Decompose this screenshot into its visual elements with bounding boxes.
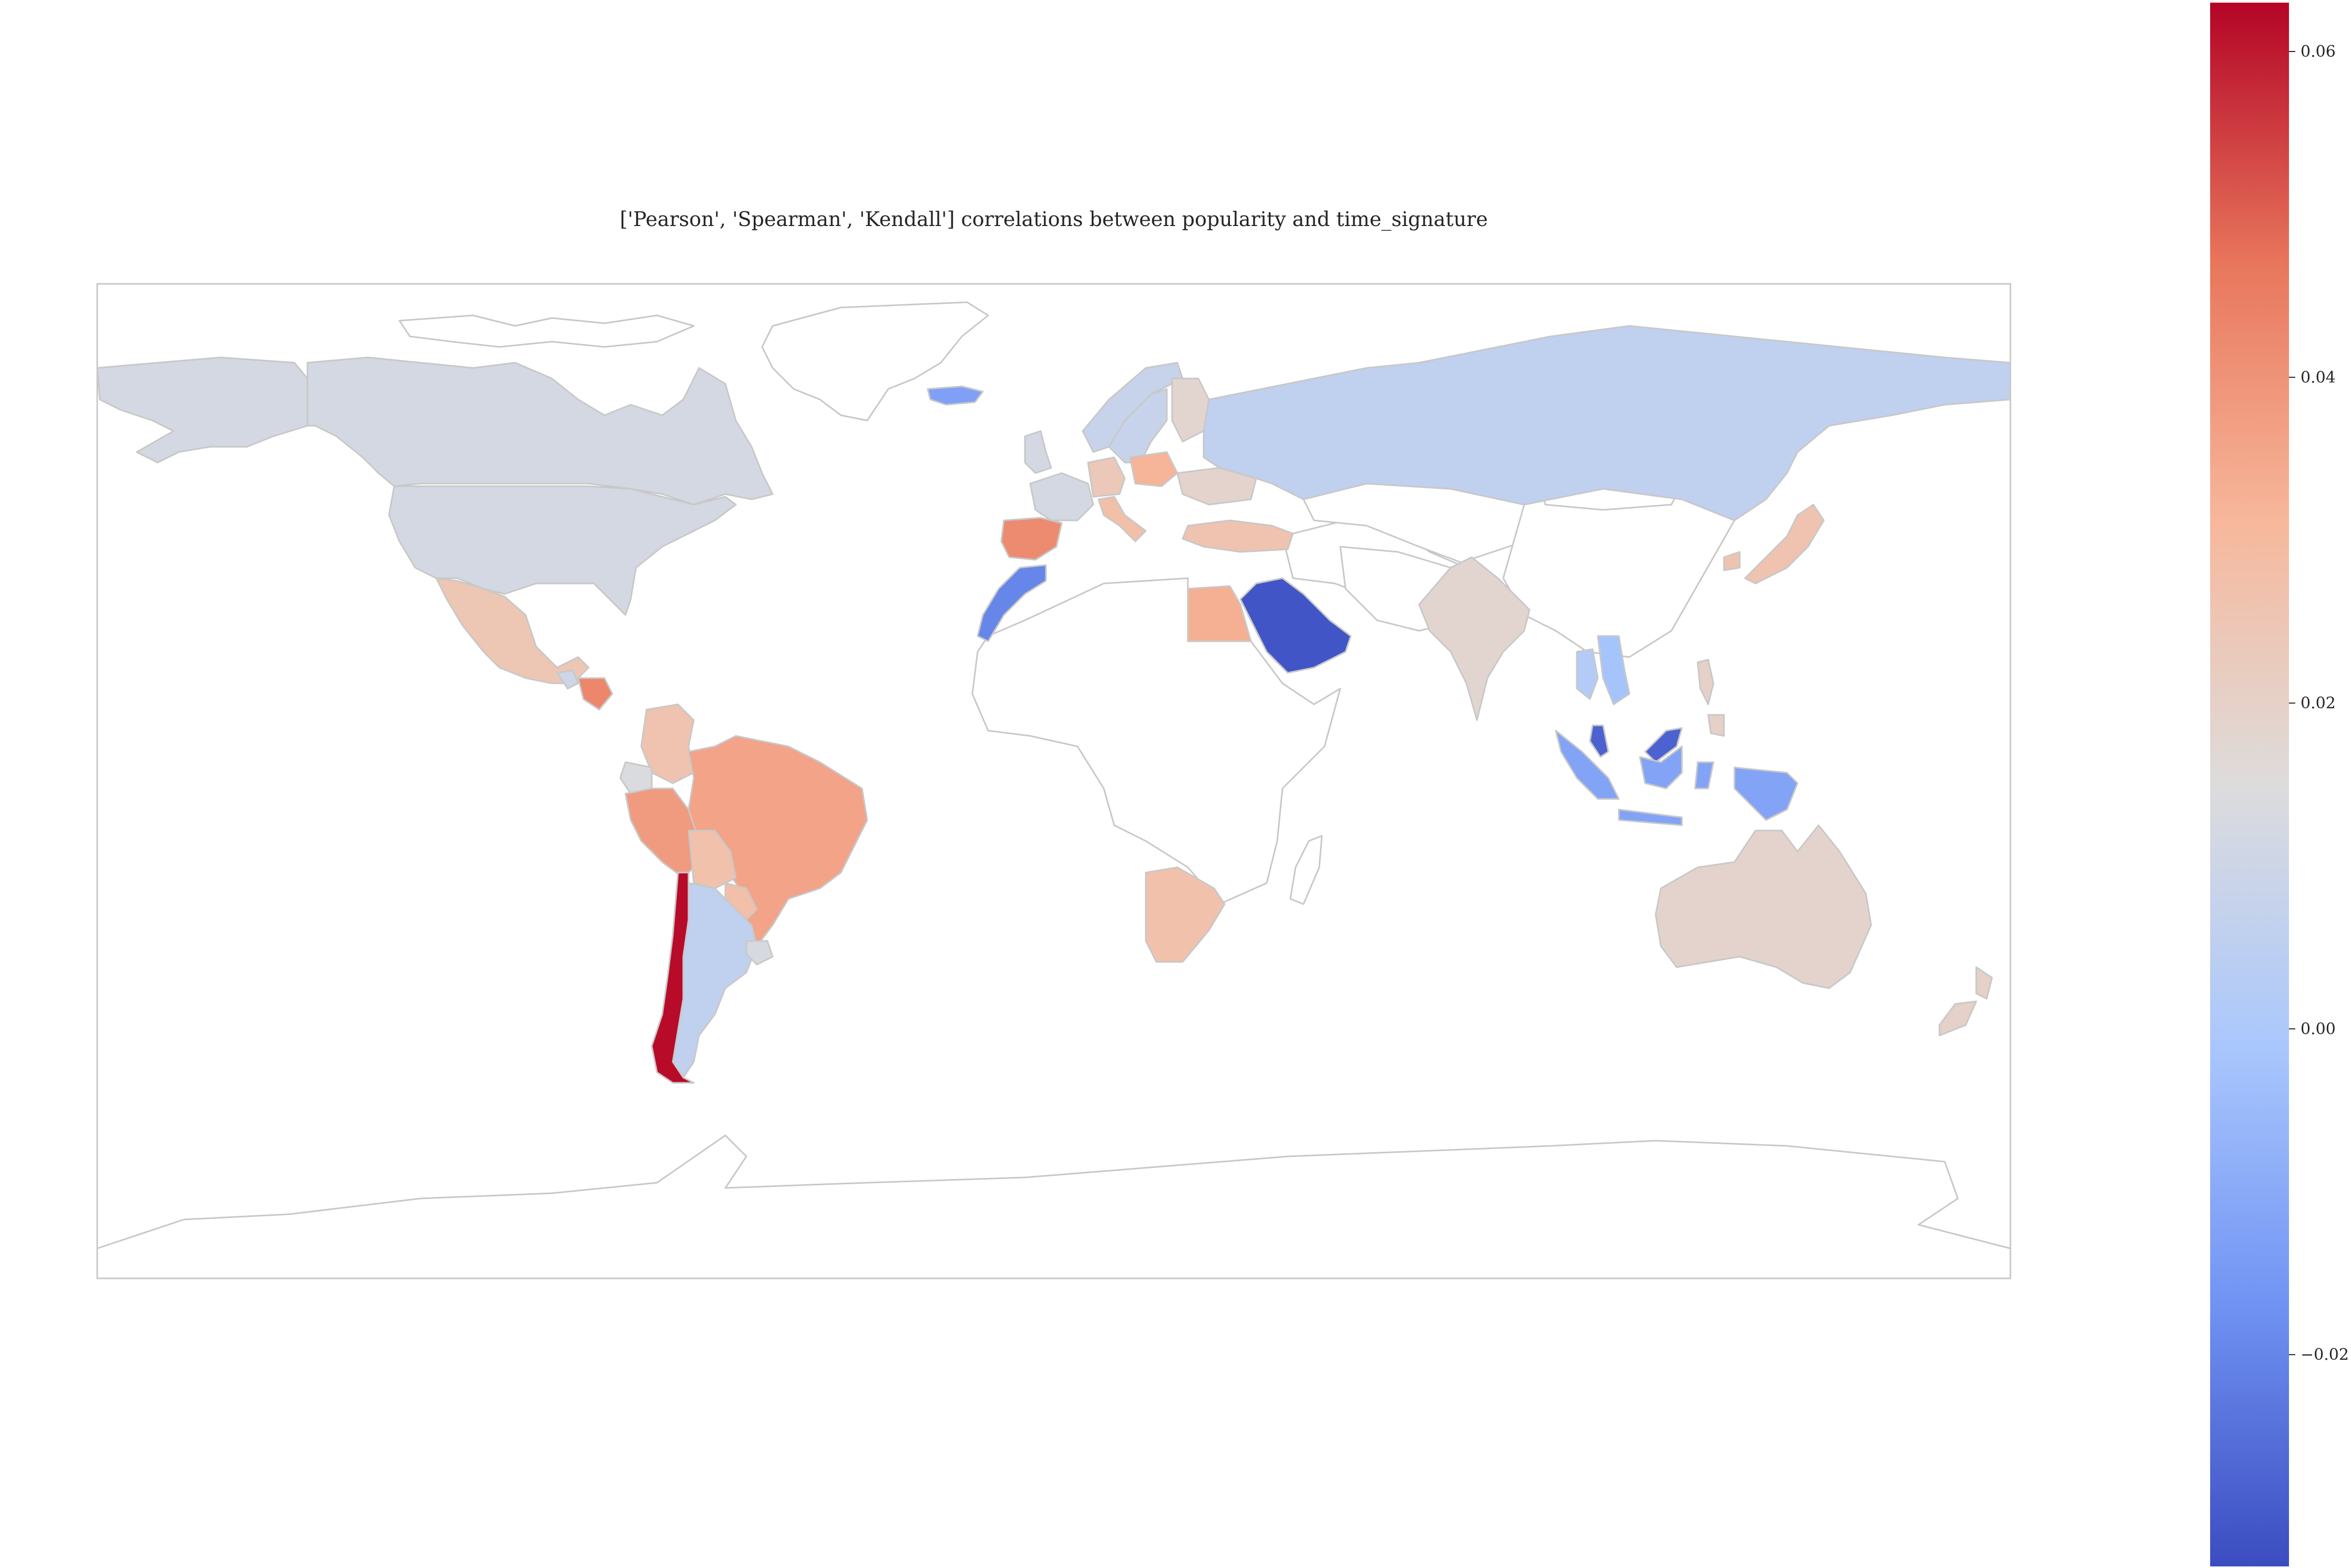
colorbar-tick-label: 0.04 [2301, 368, 2336, 387]
country-bolivia [687, 829, 737, 889]
country-saudi-arabia [1239, 577, 1352, 674]
country-alaska [96, 356, 309, 464]
country-mexico [435, 577, 590, 684]
country-iceland [927, 385, 984, 406]
no-data-land [96, 301, 2011, 1279]
country-egypt [1187, 585, 1252, 642]
data-countries [96, 325, 2011, 1084]
country-madagascar [1289, 835, 1323, 905]
colorbar-ticks: 0.06 0.04 0.02 0.00 −0.02 [2289, 43, 2349, 1364]
country-australia [1655, 824, 1872, 989]
country-uruguay [745, 940, 774, 966]
country-italy [1097, 496, 1147, 542]
country-spain [1000, 517, 1063, 561]
colorbar: 0.06 0.04 0.02 0.00 −0.02 [2210, 3, 2349, 1566]
country-greenland [761, 301, 989, 422]
country-philippines [1697, 659, 1725, 737]
country-sweden [1108, 388, 1168, 464]
country-canada [306, 356, 774, 506]
country-germany [1087, 456, 1126, 498]
country-antarctica [96, 1134, 2011, 1279]
country-china [1502, 488, 1736, 658]
country-south-africa [1145, 866, 1226, 963]
colorbar-tick-label: −0.02 [2301, 1346, 2349, 1364]
country-united-kingdom [1024, 430, 1052, 474]
country-morocco [977, 564, 1047, 642]
country-chile [651, 872, 695, 1084]
country-thailand [1576, 648, 1599, 700]
country-poland [1129, 451, 1178, 487]
colorbar-tick-label: 0.02 [2301, 694, 2336, 713]
country-france [1029, 472, 1094, 521]
colorbar-tick-label: 0.06 [2301, 43, 2336, 61]
colorbar-tick-label: 0.00 [2301, 1020, 2336, 1038]
country-guatemala [556, 669, 579, 690]
country-india [1418, 556, 1531, 721]
country-indonesia [1555, 730, 1799, 826]
country-norway [1082, 362, 1184, 453]
country-united-states [388, 485, 737, 616]
chart-title: ['Pearson', 'Spearman', 'Kendall'] corre… [620, 208, 1487, 231]
country-turkey [1182, 519, 1294, 553]
country-new-zealand [1938, 966, 1993, 1037]
country-japan [1723, 504, 1825, 585]
country-russia [1203, 325, 2011, 521]
country-vietnam [1597, 635, 1630, 705]
colorbar-rect [2210, 3, 2289, 1566]
country-arctic-islands [398, 314, 695, 348]
country-honduras [577, 677, 613, 711]
